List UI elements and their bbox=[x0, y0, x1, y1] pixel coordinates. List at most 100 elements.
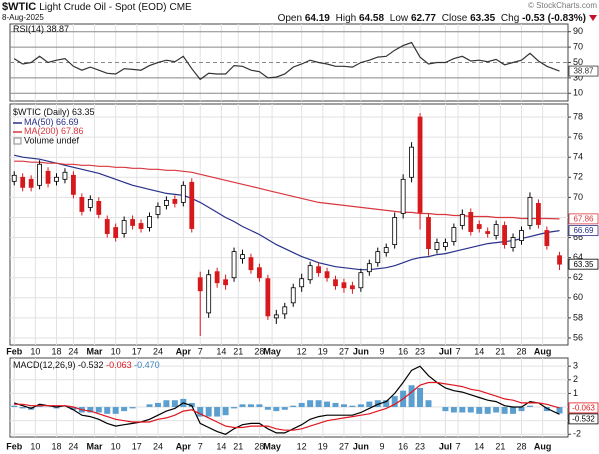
candle-body bbox=[519, 230, 524, 241]
histogram-bar bbox=[239, 404, 246, 408]
legend-value: -0.063 bbox=[106, 360, 132, 370]
panel-frame bbox=[9, 103, 569, 346]
x-tick-label: 19 bbox=[318, 346, 328, 356]
x-tick-label: 7 bbox=[456, 346, 461, 356]
macd-legend: MACD(12,26,9) -0.532 -0.063 -0.470 bbox=[13, 360, 160, 370]
x-tick-label: 7 bbox=[198, 441, 203, 451]
x-tick-label: 17 bbox=[132, 441, 142, 451]
x-tick-label: 18 bbox=[51, 441, 61, 451]
x-tick-label: Aug bbox=[534, 346, 552, 356]
y-tick-label: 74 bbox=[573, 152, 583, 162]
candle-body bbox=[290, 287, 296, 304]
histogram-bar bbox=[459, 407, 466, 413]
histogram-bar bbox=[146, 404, 153, 408]
histogram-bar bbox=[408, 385, 415, 408]
x-tick-label: 21 bbox=[233, 346, 243, 356]
quote: Open 64.19 High 64.58 Low 62.77 Close 63… bbox=[278, 13, 586, 24]
candle-body bbox=[510, 237, 516, 248]
candle-body bbox=[180, 184, 186, 203]
candle-body bbox=[383, 247, 389, 254]
histogram-bar bbox=[273, 407, 280, 412]
candle-body bbox=[265, 278, 271, 317]
down-arrow bbox=[589, 15, 597, 21]
histogram-bar bbox=[391, 396, 398, 408]
x-tick-label: 21 bbox=[495, 441, 505, 451]
histogram-bar bbox=[340, 404, 347, 408]
candle-body bbox=[37, 163, 42, 186]
histogram-bar bbox=[121, 407, 128, 412]
quote-label: Close bbox=[442, 13, 468, 24]
y-tick-label: 50 bbox=[573, 57, 583, 67]
value-tag: 63.35 bbox=[573, 260, 594, 269]
candle-body bbox=[358, 272, 364, 289]
histogram-bar bbox=[171, 400, 178, 408]
x-tick-label: 28 bbox=[516, 441, 526, 451]
x-tick-label: 21 bbox=[233, 441, 243, 451]
y-tick-label: 76 bbox=[573, 132, 583, 142]
quote-change-pct: (-0.83%) bbox=[548, 13, 586, 24]
y-tick-label: -2 bbox=[573, 429, 581, 439]
candle-body bbox=[172, 198, 178, 204]
histogram-bar bbox=[222, 407, 229, 416]
histogram-bar bbox=[357, 404, 364, 408]
histogram-bar bbox=[425, 400, 432, 408]
series-line bbox=[13, 41, 560, 81]
histogram-bar bbox=[256, 404, 263, 408]
candle-body bbox=[502, 225, 507, 245]
histogram-bar bbox=[264, 407, 271, 410]
y-tick-label: 70 bbox=[573, 41, 583, 51]
histogram-bar bbox=[366, 401, 373, 408]
legend-value: 67.86 bbox=[61, 126, 84, 136]
candle-body bbox=[79, 196, 85, 212]
candle-body bbox=[45, 170, 51, 184]
histogram-bar bbox=[197, 407, 204, 417]
instrument-name: Light Crude Oil - Spot (EOD) bbox=[39, 2, 166, 13]
x-tick-label: 16 bbox=[398, 441, 408, 451]
candle-body bbox=[299, 278, 305, 288]
histogram-bar bbox=[95, 407, 102, 413]
histogram-bar bbox=[307, 400, 314, 408]
candle-body bbox=[316, 266, 321, 274]
legend-swatch bbox=[13, 137, 22, 145]
volume-legend: Volume undef bbox=[24, 135, 80, 145]
candle-body bbox=[333, 279, 338, 287]
candle-body bbox=[350, 285, 355, 290]
candle-body bbox=[451, 227, 457, 242]
legend-value: 38.87 bbox=[47, 24, 70, 34]
y-tick-label: 58 bbox=[573, 312, 583, 322]
candle-body bbox=[223, 279, 228, 286]
exchange: CME bbox=[170, 2, 193, 13]
histogram-bar bbox=[231, 407, 238, 409]
candle-body bbox=[248, 257, 254, 271]
value-tag-box bbox=[568, 413, 599, 425]
x-tick-label: 24 bbox=[153, 346, 163, 356]
x-tick-label: Apr bbox=[176, 441, 192, 451]
candle-body bbox=[164, 199, 169, 206]
x-tick-label: 9 bbox=[379, 441, 384, 451]
candle-body bbox=[476, 224, 482, 229]
histogram-bar bbox=[188, 402, 195, 408]
candle-body bbox=[11, 174, 17, 182]
credit: © StockCharts.com bbox=[528, 1, 597, 10]
y-tick-label: 70 bbox=[573, 192, 583, 202]
x-tick-label: 14 bbox=[216, 441, 226, 451]
candle-body bbox=[426, 217, 431, 250]
x-tick-label: 10 bbox=[30, 441, 40, 451]
candle-body bbox=[341, 282, 347, 289]
candle-body bbox=[240, 254, 245, 260]
histogram-bar bbox=[450, 407, 457, 413]
histogram-bar bbox=[36, 405, 43, 408]
candle-body bbox=[544, 230, 550, 246]
x-tick-label: 19 bbox=[318, 441, 328, 451]
candle-body bbox=[104, 219, 110, 234]
candle-body bbox=[400, 178, 406, 214]
candle-body bbox=[282, 306, 288, 315]
price-legend: $WTIC (Daily) 63.35 bbox=[13, 107, 95, 117]
x-tick-label: 12 bbox=[297, 441, 307, 451]
x-tick-label: May bbox=[263, 441, 281, 451]
x-tick-label: 10 bbox=[111, 441, 121, 451]
panel-frame bbox=[9, 23, 569, 102]
x-tick-label: 27 bbox=[339, 346, 349, 356]
histogram-bar bbox=[163, 400, 170, 408]
candle-body bbox=[206, 274, 212, 314]
